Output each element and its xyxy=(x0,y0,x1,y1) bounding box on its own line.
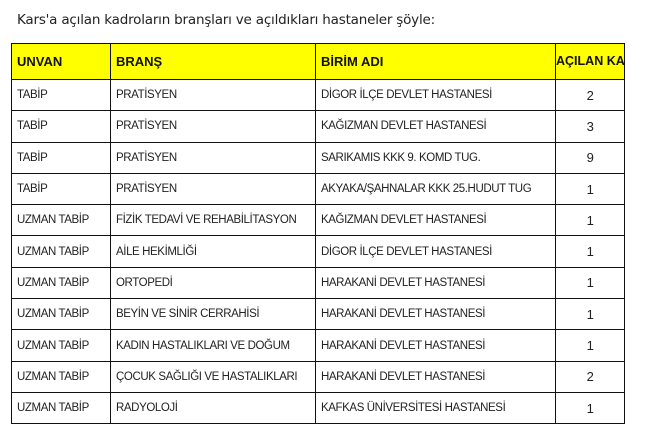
cell-brans: PRATİSYEN xyxy=(110,141,316,174)
cell-birim-adi: DİGOR İLÇE DEVLET HASTANESİ xyxy=(315,235,556,268)
cell-unvan: TABİP xyxy=(11,110,111,143)
table-row: TABİP PRATİSYEN DİGOR İLÇE DEVLET HASTANES… xyxy=(11,78,625,112)
cell-brans: AİLE HEKİMLİĞİ xyxy=(110,235,316,268)
cell-unvan: UZMAN TABİP xyxy=(11,235,111,268)
cell-unvan: TABİP xyxy=(11,141,111,174)
cell-unvan: UZMAN TABİP xyxy=(11,391,111,425)
table-row: UZMAN TABİP AİLE HEKİMLİĞİ DİGOR İLÇE DEVL… xyxy=(11,235,625,268)
cell-brans: PRATİSYEN xyxy=(110,110,316,143)
cell-acilan-kadro: 2 xyxy=(555,360,625,393)
cell-acilan-kadro: 9 xyxy=(555,141,625,174)
cell-unvan: UZMAN TABİP xyxy=(11,204,111,237)
cell-birim-adi: HARAKANİ DEVLET HASTANESİ xyxy=(315,329,556,362)
cell-acilan-kadro: 3 xyxy=(555,110,625,143)
cell-unvan: UZMAN TABİP xyxy=(11,298,111,331)
page-title: Kars'a açılan kadroların branşları ve aç… xyxy=(17,12,435,28)
positions-table: UNVAN BRANŞ BİRİM ADI AÇILAN KADRO TABİP… xyxy=(11,43,625,425)
header-unvan: UNVAN xyxy=(11,43,111,80)
cell-unvan: TABİP xyxy=(11,78,111,112)
cell-birim-adi: HARAKANİ DEVLET HASTANESİ xyxy=(315,266,556,300)
table-row: TABİP PRATİSYEN KAĞIZMAN DEVLET HASTANESİ 3 xyxy=(11,110,625,143)
table-row: UZMAN TABİP RADYOLOJİ KAFKAS ÜNİVERSİTESİ … xyxy=(11,391,625,425)
cell-unvan: UZMAN TABİP xyxy=(11,360,111,393)
cell-brans: ORTOPEDİ xyxy=(110,266,316,300)
cell-acilan-kadro: 1 xyxy=(555,298,625,331)
cell-brans: FİZİK TEDAVİ VE REHABİLİTASYON xyxy=(110,204,316,237)
table-row: UZMAN TABİP BEYİN VE SİNİR CERRAHİSİ HARAK… xyxy=(11,298,625,331)
cell-brans: ÇOCUK SAĞLIĞI VE HASTALIKLARI xyxy=(110,360,316,393)
cell-birim-adi: KAĞIZMAN DEVLET HASTANESİ xyxy=(315,110,556,143)
header-brans: BRANŞ xyxy=(110,43,316,80)
cell-unvan: UZMAN TABİP xyxy=(11,329,111,362)
cell-brans: KADIN HASTALIKLARI VE DOĞUM xyxy=(110,329,316,362)
cell-acilan-kadro: 1 xyxy=(555,204,625,237)
cell-birim-adi: DİGOR İLÇE DEVLET HASTANESİ xyxy=(315,78,556,112)
table-header-row: UNVAN BRANŞ BİRİM ADI AÇILAN KADRO xyxy=(11,43,625,80)
table-row: UZMAN TABİP ORTOPEDİ HARAKANİ DEVLET HASTA… xyxy=(11,266,625,300)
cell-acilan-kadro: 1 xyxy=(555,391,625,425)
cell-birim-adi: SARIKAMIS KKK 9. KOMD TUG. xyxy=(315,141,556,174)
cell-acilan-kadro: 1 xyxy=(555,266,625,300)
cell-birim-adi: KAFKAS ÜNİVERSİTESİ HASTANESİ xyxy=(315,391,556,425)
table-row: TABİP PRATİSYEN SARIKAMIS KKK 9. KOMD TUG.… xyxy=(11,141,625,174)
table-row: UZMAN TABİP KADIN HASTALIKLARI VE DOĞUM HA… xyxy=(11,329,625,362)
cell-birim-adi: KAĞIZMAN DEVLET HASTANESİ xyxy=(315,204,556,237)
cell-brans: BEYİN VE SİNİR CERRAHİSİ xyxy=(110,298,316,331)
header-acilan-kadro: AÇILAN KADRO xyxy=(555,43,625,80)
cell-brans: RADYOLOJİ xyxy=(110,391,316,425)
cell-unvan: TABİP xyxy=(11,172,111,206)
table-row: UZMAN TABİP FİZİK TEDAVİ VE REHABİLİTASYO… xyxy=(11,204,625,237)
table-row: TABİP PRATİSYEN AKYAKA/ŞAHNALAR KKK 25.HUD… xyxy=(11,172,625,206)
cell-brans: PRATİSYEN xyxy=(110,78,316,112)
cell-birim-adi: HARAKANİ DEVLET HASTANESİ xyxy=(315,360,556,393)
cell-acilan-kadro: 1 xyxy=(555,329,625,362)
cell-acilan-kadro: 2 xyxy=(555,78,625,112)
cell-brans: PRATİSYEN xyxy=(110,172,316,206)
header-birim-adi: BİRİM ADI xyxy=(315,43,556,80)
cell-birim-adi: AKYAKA/ŞAHNALAR KKK 25.HUDUT TUG xyxy=(315,172,556,206)
cell-acilan-kadro: 1 xyxy=(555,235,625,268)
table-row: UZMAN TABİP ÇOCUK SAĞLIĞI VE HASTALIKLARI… xyxy=(11,360,625,393)
cell-birim-adi: HARAKANİ DEVLET HASTANESİ xyxy=(315,298,556,331)
cell-unvan: UZMAN TABİP xyxy=(11,266,111,300)
cell-acilan-kadro: 1 xyxy=(555,172,625,206)
